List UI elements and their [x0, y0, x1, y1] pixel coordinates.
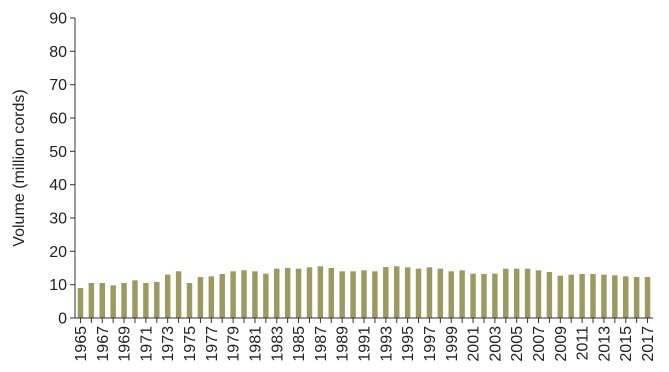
x-tick-label: 1967: [95, 326, 112, 362]
bar-1974: [175, 271, 182, 318]
x-tick-label: 2001: [466, 326, 483, 362]
bar-1997: [426, 267, 433, 318]
x-tick-label: 1973: [160, 326, 177, 362]
bar-1995: [404, 267, 411, 318]
bar-2013: [601, 274, 607, 318]
bar-2003: [492, 273, 498, 318]
bar-1977: [208, 276, 215, 318]
bar-1993: [383, 267, 389, 318]
bar-1965: [77, 288, 84, 318]
bar-2008: [546, 272, 553, 318]
bar-2015: [623, 276, 629, 318]
y-tick-label: 50: [49, 144, 67, 161]
bar-1983: [274, 268, 280, 318]
bar-2005: [513, 268, 520, 318]
bar-2004: [503, 268, 509, 318]
x-tick-label: 1999: [444, 326, 461, 362]
bar-1966: [88, 283, 95, 318]
x-tick-label: 1981: [247, 326, 264, 362]
bar-1985: [295, 268, 302, 318]
bar-1976: [197, 277, 204, 318]
x-tick-label: 1969: [117, 326, 134, 362]
x-tick-label: 1985: [291, 326, 308, 362]
bar-2017: [644, 277, 651, 318]
bar-1982: [263, 273, 269, 318]
y-tick-label: 60: [49, 111, 67, 128]
y-axis-ticks: 0 10 20 30 40 50 60 70 80 90: [49, 11, 75, 328]
y-axis-title: Volume (million cords): [11, 89, 28, 246]
bar-1998: [437, 268, 444, 318]
y-tick-label: 30: [49, 211, 67, 228]
bar-2007: [535, 270, 542, 318]
bar-1989: [339, 271, 345, 318]
bar-1988: [328, 268, 335, 318]
x-tick-label: 1965: [73, 326, 90, 362]
y-tick-label: 10: [49, 277, 67, 294]
y-tick-label: 20: [49, 244, 67, 261]
x-tick-label: 1987: [313, 326, 330, 362]
bar-2010: [568, 274, 574, 318]
bar-1990: [350, 271, 356, 318]
bar-1996: [415, 268, 422, 318]
x-tick-label: 1989: [335, 326, 352, 362]
x-tick-label: 2017: [640, 326, 657, 362]
x-tick-label: 2011: [575, 326, 592, 361]
bar-1987: [317, 266, 324, 318]
x-tick-label: 2003: [487, 326, 504, 362]
x-tick-label: 1979: [226, 326, 243, 362]
bar-1969: [121, 283, 127, 318]
y-tick-label: 80: [49, 44, 67, 61]
bar-1973: [164, 274, 171, 318]
bar-1971: [143, 283, 149, 318]
x-tick-label: 1983: [269, 326, 286, 362]
bar-2002: [481, 274, 487, 318]
x-tick-label: 2009: [553, 326, 570, 362]
bar-1999: [448, 271, 454, 318]
bar-1980: [241, 270, 247, 318]
bar-2012: [590, 274, 596, 318]
bars: [77, 266, 651, 318]
x-tick-label: 1995: [400, 326, 417, 362]
y-tick-label: 70: [49, 77, 67, 94]
bar-1984: [284, 268, 291, 318]
bar-1967: [99, 283, 105, 318]
bar-2011: [579, 274, 585, 318]
bar-2014: [612, 275, 618, 318]
bar-2016: [633, 277, 640, 318]
x-tick-label: 1991: [357, 326, 374, 362]
bar-1994: [393, 266, 400, 318]
bar-1991: [361, 270, 367, 318]
x-tick-label: 2013: [596, 326, 613, 362]
bar-1978: [219, 274, 225, 318]
bar-1968: [110, 285, 116, 318]
x-tick-label: 1997: [422, 326, 439, 362]
bar-1992: [372, 271, 378, 318]
bar-1972: [154, 282, 160, 318]
bar-1975: [186, 283, 193, 318]
bar-1986: [306, 267, 313, 318]
y-tick-label: 0: [58, 311, 67, 328]
x-tick-label: 1971: [138, 326, 155, 362]
x-axis-ticks: 1965 1967 1969 1971 1973 1975 1977 1979 1981 1983…: [73, 318, 657, 362]
x-tick-label: 1975: [182, 326, 199, 362]
bar-2000: [459, 270, 465, 318]
bar-1981: [252, 271, 258, 318]
bar-1979: [230, 271, 236, 318]
x-tick-label: 1993: [378, 326, 395, 362]
x-tick-label: 2007: [531, 326, 548, 362]
bar-2009: [557, 275, 564, 318]
x-tick-label: 1977: [204, 326, 221, 362]
x-tick-label: 2005: [509, 326, 526, 362]
y-tick-label: 40: [49, 177, 67, 194]
bar-2001: [470, 273, 476, 318]
x-tick-label: 2015: [618, 326, 635, 362]
bar-2006: [524, 268, 531, 318]
bar-1970: [132, 280, 138, 318]
y-tick-label: 90: [49, 11, 67, 28]
